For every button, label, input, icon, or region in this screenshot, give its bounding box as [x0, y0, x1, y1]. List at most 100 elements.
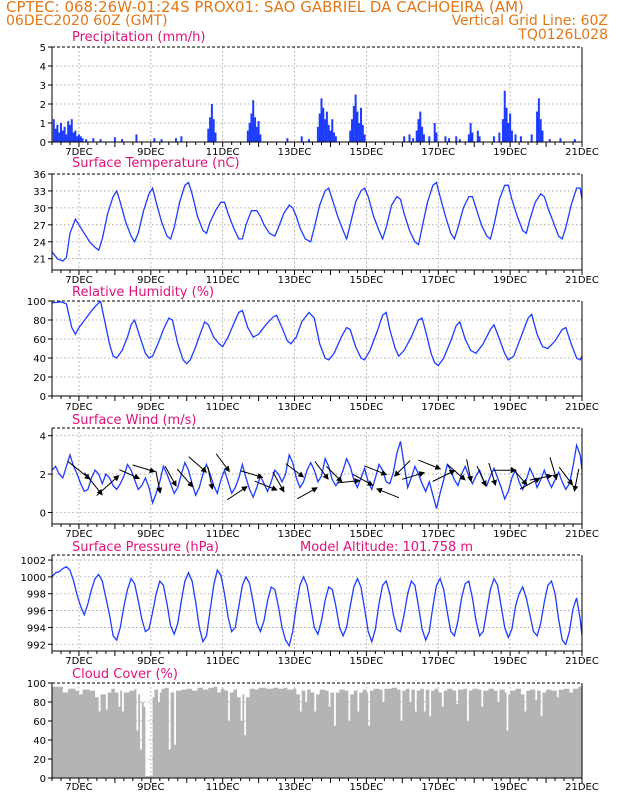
precip-bar [363, 134, 366, 142]
precip-bar [92, 138, 95, 142]
y-tick-label: 20 [33, 755, 46, 766]
series-temp [52, 181, 582, 262]
x-tick-label: 19DEC [493, 147, 527, 158]
x-tick-label: 17DEC [421, 656, 455, 667]
precip-bar [153, 138, 156, 142]
wind-arrow [511, 466, 528, 486]
panel-wind: 0 2 4 7DEC 9DEC 11DEC 13DEC 15DEC 17DEC 19DEC 21DE… [40, 413, 599, 540]
precip-bar [455, 136, 458, 142]
precip-bar [286, 138, 289, 142]
wind-arrow [226, 486, 248, 501]
x-tick-label: 17DEC [421, 402, 455, 413]
x-tick-label: 13DEC [278, 656, 312, 667]
precip-bar [356, 111, 359, 142]
precip-bar [327, 124, 330, 142]
precip-bar [254, 117, 257, 142]
precip-bar [419, 111, 422, 142]
precip-bar [121, 139, 124, 142]
precip-bar [316, 126, 319, 142]
x-tick-label: 7DEC [65, 275, 92, 286]
y-tick-label: 20 [33, 373, 46, 384]
wind-arrow [352, 473, 374, 486]
panel-precip: 0 1 2 3 4 5 7DEC 9DEC 11DEC 13DEC 15DEC 17DEC 19DEC 2… [40, 30, 599, 158]
precip-bar [541, 130, 544, 142]
precip-bar [259, 134, 262, 142]
wind-arrow [207, 466, 215, 490]
precip-bar [252, 100, 255, 142]
precip-bar [325, 111, 328, 142]
x-tick-label: 13DEC [278, 529, 312, 540]
wind-arrow [572, 468, 580, 492]
x-tick-label: 21DEC [565, 782, 599, 793]
precip-bar [209, 117, 212, 142]
x-tick-label: 19DEC [493, 275, 527, 286]
precip-bar [435, 132, 438, 142]
x-tick-label: 13DEC [278, 275, 312, 286]
y-tick-label: 2 [40, 470, 46, 481]
precip-bar [422, 134, 425, 142]
precip-bar [56, 124, 59, 142]
precip-bar [320, 98, 323, 142]
panel-temp: 21 24 27 30 33 36 7DEC 9DEC 11DEC 13DEC 15DEC 17DEC… [33, 156, 599, 286]
precip-bar [300, 136, 303, 142]
precip-bar [573, 139, 576, 142]
series-rh [52, 301, 582, 367]
precip-bar [250, 113, 253, 142]
precip-bar [257, 121, 260, 142]
x-tick-label: 19DEC [493, 402, 527, 413]
precip-bar [412, 138, 415, 142]
x-tick-label: 11DEC [206, 529, 240, 540]
precip-bar [501, 119, 504, 142]
precip-bar [519, 136, 522, 142]
precip-bar [509, 113, 512, 142]
precip-bar [559, 138, 562, 142]
x-tick-label: 7DEC [65, 529, 92, 540]
precip-bar [503, 90, 506, 142]
precip-bar [248, 123, 251, 142]
x-tick-label: 15DEC [350, 529, 384, 540]
panel-title: Precipitation (mm/h) [72, 30, 205, 45]
wind-arrow [215, 453, 230, 473]
series-line [52, 441, 582, 509]
cloud-cover-area [52, 686, 582, 778]
y-tick-label: 80 [33, 316, 46, 327]
precip-bar [212, 119, 215, 142]
series-line [52, 181, 582, 262]
precip-bar [207, 128, 210, 142]
wind-arrow [96, 475, 120, 496]
precip-bar [421, 126, 424, 142]
y-tick-label: 5 [40, 43, 46, 54]
x-tick-label: 9DEC [137, 656, 164, 667]
y-tick-label: 998 [27, 590, 46, 601]
precip-bar [77, 134, 80, 142]
wind-arrow [314, 461, 329, 480]
panel-title: Cloud Cover (%) [72, 667, 178, 682]
precip-bar [58, 132, 61, 142]
wind-arrow [476, 465, 487, 487]
panel-title: Relative Humidity (%) [72, 285, 214, 300]
wind-arrow [296, 487, 318, 500]
precip-bar [81, 138, 84, 142]
x-tick-label: 7DEC [65, 147, 92, 158]
x-tick-label: 21DEC [565, 275, 599, 286]
precip-bar [507, 123, 510, 142]
x-tick-label: 15DEC [350, 782, 384, 793]
wind-arrow [519, 477, 541, 490]
wind-arrow [254, 480, 278, 491]
panel-title: Surface Wind (m/s) [72, 413, 196, 428]
precip-bar [65, 134, 68, 142]
precip-bar [331, 119, 334, 142]
wind-arrow [176, 468, 194, 488]
precip-bar [530, 134, 533, 142]
precip-bar [68, 124, 71, 142]
series-wind [52, 441, 582, 509]
precip-bar [246, 130, 249, 142]
x-tick-label: 7DEC [65, 402, 92, 413]
precip-bar [333, 132, 336, 142]
wind-arrow [488, 462, 497, 487]
x-tick-label: 11DEC [206, 147, 240, 158]
precip-bar [354, 94, 357, 142]
precip-bar [135, 134, 138, 142]
wind-arrow [364, 465, 388, 476]
